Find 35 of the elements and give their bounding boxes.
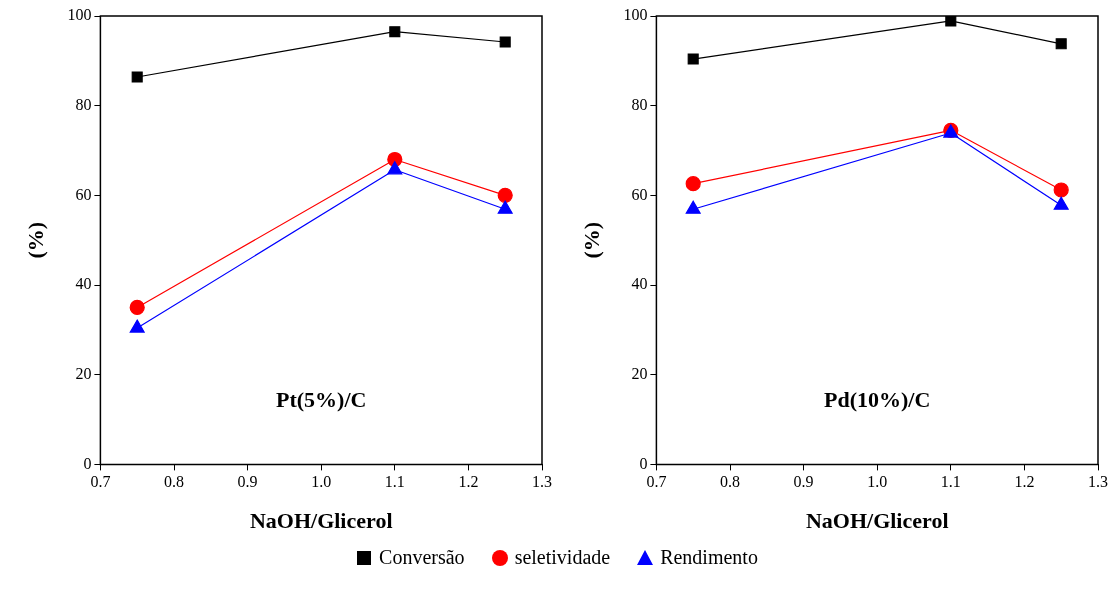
legend-label: Conversão — [379, 546, 465, 569]
x-tick-label: 1.3 — [532, 473, 552, 491]
y-tick-label: 20 — [75, 364, 92, 382]
x-tick-label: 0.7 — [646, 473, 667, 491]
y-tick-label: 60 — [631, 185, 648, 203]
y-tick-label: 20 — [631, 364, 648, 382]
y-tick-label: 80 — [75, 95, 92, 113]
x-tick-label: 1.0 — [867, 473, 888, 491]
legend-label: Rendimento — [660, 546, 758, 569]
y-axis-title: (%) — [22, 221, 48, 259]
x-tick-label: 1.3 — [1088, 473, 1108, 491]
y-tick-label: 80 — [631, 95, 648, 113]
x-tick-label: 0.9 — [237, 473, 258, 491]
y-tick-label: 40 — [631, 275, 648, 293]
legend-label: seletividade — [514, 546, 611, 569]
y-tick-label: 0 — [639, 454, 648, 472]
x-tick-label: 1.1 — [940, 473, 961, 491]
x-axis-title: NaOH/Glicerol — [249, 508, 393, 534]
y-tick-label: 40 — [75, 275, 92, 293]
x-tick-label: 0.8 — [720, 473, 740, 491]
x-tick-label: 1.1 — [384, 473, 405, 491]
y-axis-title: (%) — [578, 221, 604, 259]
annotation: Pt(5%)/C — [275, 387, 367, 413]
x-tick-label: 0.8 — [164, 473, 184, 491]
y-tick-label: 0 — [83, 454, 92, 472]
annotation: Pd(10%)/C — [824, 387, 931, 413]
y-tick-label: 60 — [75, 185, 92, 203]
x-tick-label: 1.2 — [1014, 473, 1035, 491]
x-tick-label: 0.7 — [90, 473, 111, 491]
y-tick-label: 100 — [623, 6, 648, 24]
x-axis-title: NaOH/Glicerol — [805, 508, 949, 534]
x-tick-label: 0.9 — [793, 473, 814, 491]
x-tick-label: 1.0 — [311, 473, 332, 491]
x-tick-label: 1.2 — [458, 473, 479, 491]
y-tick-label: 100 — [67, 6, 92, 24]
